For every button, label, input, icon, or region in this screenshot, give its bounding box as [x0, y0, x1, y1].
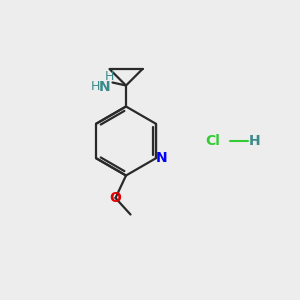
- Text: H: H: [91, 80, 100, 94]
- Text: H: H: [249, 134, 261, 148]
- Text: N: N: [99, 80, 110, 94]
- Text: H: H: [105, 70, 114, 83]
- Text: O: O: [110, 191, 122, 205]
- Text: Cl: Cl: [206, 134, 220, 148]
- Text: N: N: [155, 151, 167, 165]
